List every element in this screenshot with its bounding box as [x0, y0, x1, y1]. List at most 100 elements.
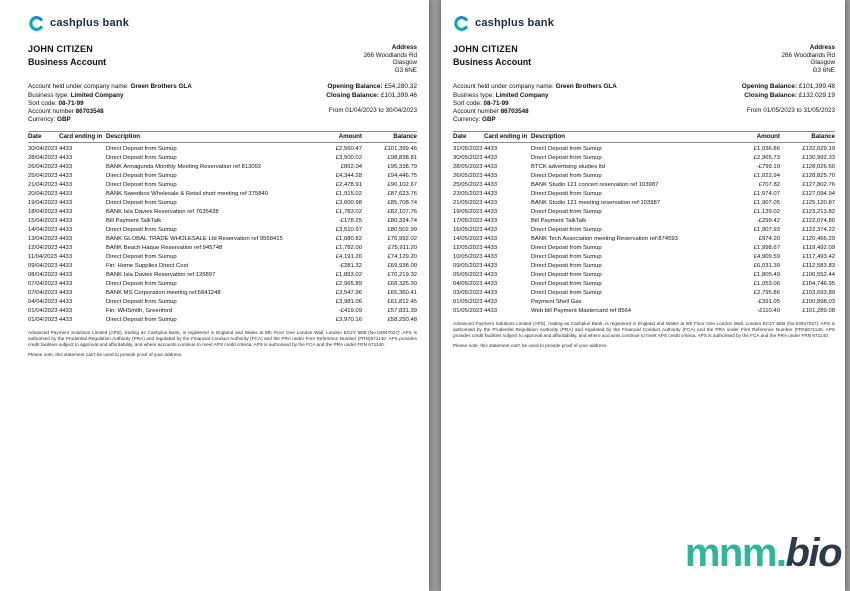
transaction-amount: £3,970.16 — [335, 317, 362, 324]
transaction-description: BANK Studio 121 concert reservation ref … — [531, 182, 659, 189]
transaction-balance: £101,289.08 — [802, 308, 835, 315]
transaction-balance: £112,583.83 — [802, 263, 835, 270]
business-type: Limited Company — [495, 91, 549, 99]
transaction-balance: £128,026.60 — [802, 164, 835, 171]
card-ending: 4433 — [59, 227, 73, 234]
transaction-description: Direct Deposit from Sumup — [531, 155, 602, 162]
transaction-amount: £4,909.59 — [753, 254, 780, 261]
card-ending: 4433 — [59, 281, 73, 288]
transaction-row: 07/04/2023 4433 BANK MS Corporation meetin… — [28, 289, 417, 298]
transaction-description: Direct Deposit from Sumup — [531, 173, 602, 180]
transaction-description: BANK Studio 121 meeting reservation ref:… — [531, 200, 661, 207]
transaction-description: Direct Deposit from Sumup — [531, 263, 602, 270]
transaction-balance: £90,102.67 — [387, 182, 417, 189]
transaction-date: 19/05/2023 — [453, 209, 483, 216]
transaction-date: 23/05/2023 — [453, 191, 483, 198]
transaction-amount: £1,893.02 — [335, 272, 362, 279]
closing-balance-label: Closing Balance: — [326, 91, 380, 99]
transaction-description: BANK MS Corporation meeting ref:6841248 — [106, 290, 221, 297]
transaction-balance: £75,911.20 — [387, 245, 417, 252]
transaction-balance: £76,992.02 — [387, 236, 417, 243]
account-type: Business Account — [28, 57, 107, 67]
card-ending: 4433 — [484, 236, 498, 243]
transaction-description: Direct Deposit from Sumup — [531, 254, 602, 261]
transaction-row: 23/05/2023 4433 Direct Deposit from Sumup £… — [453, 190, 835, 199]
field-label: Account held under company name: — [453, 83, 556, 91]
transaction-description: Direct Deposit from Sumup — [106, 200, 177, 207]
transaction-description: BANK GLOBAL TRADE WHOLESALE Ltd Reservat… — [106, 236, 283, 243]
transaction-description: Direct Deposit from Sumup — [106, 317, 177, 324]
legal-text: Advanced Payment Solutions Limited (APS)… — [453, 321, 835, 338]
address-block: Address 266 Woodlands Rd Glasgow G3 6NE — [782, 44, 835, 74]
transaction-description: BANK Isla Davies Reservation ref:126897 — [106, 272, 216, 279]
transaction-date: 31/05/2023 — [453, 146, 483, 153]
transaction-row: 17/05/2023 4433 Bill Payment TalkTalk -£299… — [453, 217, 835, 226]
transaction-date: 07/04/2023 — [28, 281, 58, 288]
account-holder-block: JOHN CITIZEN Business Account — [28, 44, 106, 67]
transaction-row: 18/04/2023 4433 BANK Isla Davies Reservati… — [28, 208, 417, 217]
transaction-date: 01/04/2023 — [28, 308, 58, 315]
opening-balance-line: Opening Balance: £101,399.48 — [742, 83, 835, 91]
card-ending: 4433 — [484, 245, 498, 252]
transaction-description: Direct Deposit from Sumup — [106, 227, 177, 234]
transaction-description: Direct Deposit from Sumup — [531, 227, 602, 234]
transaction-balance: £122,074.80 — [802, 218, 835, 225]
transaction-balance: £123,213.82 — [802, 209, 835, 216]
transaction-description: BANK Tech Association meeting Reservatio… — [531, 236, 678, 243]
transaction-amount: £1,036.86 — [753, 146, 780, 153]
transaction-row: 01/05/2023 4433 Web bill Payment Mastercar… — [453, 307, 835, 316]
field-label: Sort code: — [28, 99, 59, 107]
watermark-mnm: mnm. — [684, 531, 787, 575]
transaction-balance: £132,029.19 — [802, 146, 835, 153]
transaction-balance: £74,129.20 — [387, 254, 417, 261]
transaction-description: Fin: WHSmith, Greenford — [106, 308, 173, 315]
transaction-amount: -£110.40 — [757, 308, 780, 315]
transaction-amount: -£419.09 — [338, 308, 362, 315]
transaction-amount: -£281.32 — [338, 263, 362, 270]
mnm-bio-watermark: mnm.bio — [684, 531, 843, 575]
transaction-row: 07/04/2023 4433 Direct Deposit from Sumup £… — [28, 280, 417, 289]
transaction-date: 15/04/2023 — [28, 218, 58, 225]
legal-note: Please note, this statement can't be use… — [28, 351, 183, 357]
transaction-balance: £119,492.09 — [802, 245, 835, 252]
transaction-amount: £1,915.02 — [335, 191, 362, 198]
card-ending: 4433 — [484, 290, 498, 297]
transaction-row: 19/05/2023 4433 Direct Deposit from Sumup £… — [453, 208, 835, 217]
transaction-amount: £4,344.28 — [335, 173, 362, 180]
opening-balance-value: £101,399.48 — [798, 83, 835, 91]
transaction-balance: £103,693.89 — [802, 290, 835, 297]
card-ending: 4433 — [484, 263, 498, 270]
card-ending: 4433 — [59, 191, 73, 198]
account-number-line: Account number 86703548 — [28, 108, 192, 116]
opening-balance-label: Opening Balance: — [327, 83, 383, 91]
transaction-description: Direct Deposit from Sumup — [106, 299, 177, 306]
card-ending: 4433 — [59, 164, 73, 171]
transaction-date: 04/04/2023 — [28, 299, 58, 306]
transaction-amount: -£299.42 — [756, 218, 780, 225]
transaction-date: 13/04/2023 — [28, 236, 58, 243]
transaction-balance: £98,838.81 — [387, 155, 417, 162]
transaction-date: 28/05/2023 — [453, 164, 483, 171]
transaction-balance: £70,219.32 — [387, 272, 417, 279]
account-details: Account held under company name: Green B… — [453, 83, 617, 124]
card-ending: 4433 — [59, 146, 73, 153]
table-header: Date Card ending in Description Amount B… — [28, 131, 417, 144]
transaction-balance: £58,250.48 — [387, 317, 417, 324]
watermark-bio: bio — [785, 531, 843, 575]
transaction-balance: £80,502.99 — [387, 227, 417, 234]
currency: GBP — [57, 116, 71, 124]
transaction-description: Bill Payment TalkTalk — [106, 218, 162, 225]
transaction-amount: £2,965.89 — [335, 281, 362, 288]
transaction-amount: £1,805.49 — [753, 272, 780, 279]
transaction-row: 28/05/2023 4433 BTCK advertising studies l… — [453, 163, 835, 172]
transaction-row: 21/05/2023 4433 BANK Studio 121 meeting re… — [453, 199, 835, 208]
card-ending: 4433 — [484, 281, 498, 288]
transaction-date: 10/05/2023 — [453, 254, 483, 261]
transaction-amount: £1,022.94 — [753, 173, 780, 180]
transaction-amount: £3,600.98 — [335, 200, 362, 207]
transaction-row: 01/04/2023 4433 Direct Deposit from Sumup £… — [28, 316, 417, 325]
column-header-card: Card ending in — [59, 131, 106, 144]
transaction-balance: £127,094.94 — [802, 191, 835, 198]
card-ending: 4433 — [59, 218, 73, 225]
sort-code-line: Sort code: 08-71-99 — [453, 100, 617, 108]
